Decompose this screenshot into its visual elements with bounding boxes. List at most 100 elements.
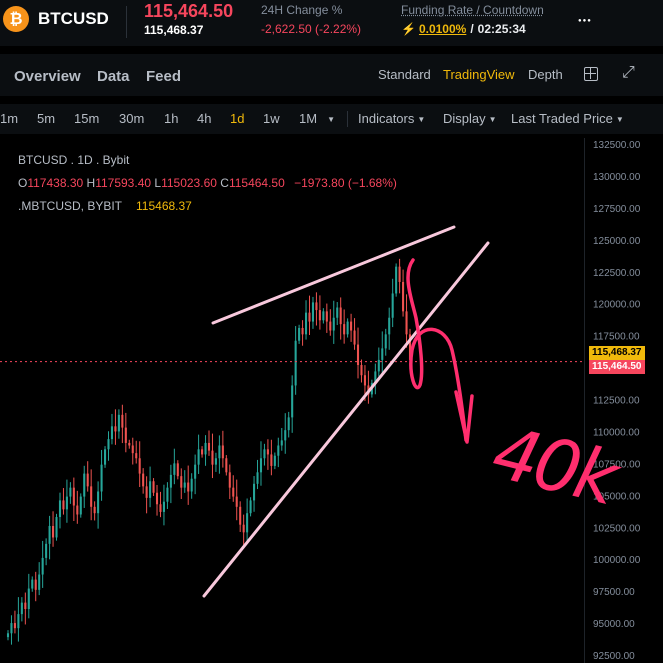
candle-body <box>280 440 283 446</box>
candle-body <box>13 623 16 629</box>
interval-1d[interactable]: 1d <box>230 111 245 126</box>
mark-price: 115,468.37 <box>144 23 204 37</box>
y-tick-label: 102500.00 <box>593 523 641 534</box>
candle-body <box>408 334 412 360</box>
view-depth[interactable]: Depth <box>528 67 563 82</box>
candle-body <box>124 427 127 443</box>
indicators-menu[interactable]: Indicators ▼ <box>358 111 425 126</box>
tab-overview[interactable]: Overview <box>14 68 81 85</box>
chevron-down-icon: ▼ <box>615 115 624 125</box>
candle-body <box>318 310 321 321</box>
candle-body <box>86 473 89 487</box>
candle-body <box>152 481 155 493</box>
open-value: 117438.30 <box>27 176 84 190</box>
candle-body <box>291 385 294 418</box>
candle-body <box>232 487 235 497</box>
candle-body <box>10 623 13 634</box>
candle-body <box>294 340 297 386</box>
bitcoin-logo-icon: ₿ <box>3 6 29 32</box>
candle-body <box>162 501 165 512</box>
more-options-icon[interactable]: ●●● <box>578 18 592 24</box>
candle-body <box>135 453 138 459</box>
candle-body <box>388 317 391 335</box>
tab-feed[interactable]: Feed <box>146 68 182 85</box>
candle-body <box>69 487 72 497</box>
display-label: Display <box>443 111 486 126</box>
funding-rate[interactable]: 0.0100% <box>418 22 467 36</box>
candle-body <box>381 348 384 360</box>
change-value: −1973.80 (−1.68%) <box>294 176 397 190</box>
view-tradingview[interactable]: TradingView <box>443 67 515 82</box>
candle-body <box>336 307 339 318</box>
candle-body <box>97 491 100 514</box>
low-key: L <box>154 176 162 190</box>
candle-body <box>221 445 224 459</box>
close-key: C <box>220 176 229 190</box>
price-axis-border <box>584 138 585 663</box>
interval-1w[interactable]: 1w <box>263 111 280 126</box>
candle-body <box>166 487 169 502</box>
candle-body <box>225 458 228 473</box>
expand-icon[interactable]: ⤢ <box>622 64 635 81</box>
candle-body <box>24 602 27 610</box>
funding-separator: / <box>470 22 474 36</box>
drawn-arrow <box>406 258 468 442</box>
tab-bar: Overview Data Feed Standard TradingView … <box>0 54 663 96</box>
interval-5m[interactable]: 5m <box>37 111 56 126</box>
chart-toolbar: 1m 5m 15m 30m 1h 4h 1d 1w 1M ▼ Indicators… <box>0 104 663 134</box>
candle-body <box>117 414 120 432</box>
candle-body <box>263 449 266 459</box>
candle-body <box>169 474 172 488</box>
candle-body <box>138 458 141 474</box>
tab-data[interactable]: Data <box>97 68 130 85</box>
y-tick-label: 105000.00 <box>593 491 641 502</box>
y-tick-label: 132500.00 <box>593 140 641 151</box>
candle-body <box>142 473 145 487</box>
candle-body <box>298 327 301 341</box>
candle-body <box>242 524 245 533</box>
candle-body <box>31 579 34 589</box>
interval-1m[interactable]: 1m <box>0 111 19 126</box>
candle-body <box>45 543 48 558</box>
top-bar: ₿ BTCUSD 115,464.50 115,468.37 24H Chang… <box>0 0 663 46</box>
candle-body <box>325 311 328 322</box>
y-tick-label: 95000.00 <box>593 619 635 630</box>
change-label: 24H Change % <box>261 3 343 17</box>
symbol-title[interactable]: BTCUSD <box>38 9 109 28</box>
candle-body <box>72 487 75 506</box>
display-menu[interactable]: Display ▼ <box>443 111 497 126</box>
interval-15m[interactable]: 15m <box>74 111 100 126</box>
price-chart[interactable]: 132500.00 130000.00 127500.00 125000.00 1225… <box>0 138 663 663</box>
interval-1M[interactable]: 1M ▼ <box>299 111 335 126</box>
candle-body <box>149 481 152 498</box>
y-tick-label: 125000.00 <box>593 236 641 247</box>
candle-body <box>107 439 110 450</box>
candle-body <box>103 449 107 465</box>
candle-body <box>287 417 290 431</box>
candle-body <box>304 312 308 335</box>
candle-body <box>332 317 335 331</box>
funding-row: ⚡ 0.0100%/02:25:34 <box>401 22 526 36</box>
ohlc-legend: O117438.30 H117593.40 L115023.60 C115464… <box>18 176 397 190</box>
candle-body <box>214 458 217 465</box>
funding-label[interactable]: Funding Rate / Countdown <box>401 3 544 17</box>
price-type-menu[interactable]: Last Traded Price ▼ <box>511 111 624 126</box>
candle-body <box>402 281 405 312</box>
view-standard[interactable]: Standard <box>378 67 431 82</box>
y-tick-label: 92500.00 <box>593 651 635 662</box>
candle-body <box>20 602 23 615</box>
layout-grid-icon[interactable] <box>584 67 598 81</box>
y-tick-label: 100000.00 <box>593 555 641 566</box>
candle-body <box>93 506 96 514</box>
interval-1M-label: 1M <box>299 111 318 126</box>
candle-body <box>363 375 366 386</box>
interval-1h[interactable]: 1h <box>164 111 179 126</box>
candle-body <box>235 496 238 507</box>
interval-30m[interactable]: 30m <box>119 111 145 126</box>
interval-4h[interactable]: 4h <box>197 111 212 126</box>
candle-body <box>284 430 287 441</box>
candle-body <box>350 321 353 331</box>
candle-body <box>377 359 380 372</box>
candle-body <box>253 483 256 501</box>
countdown: 02:25:34 <box>477 22 526 36</box>
